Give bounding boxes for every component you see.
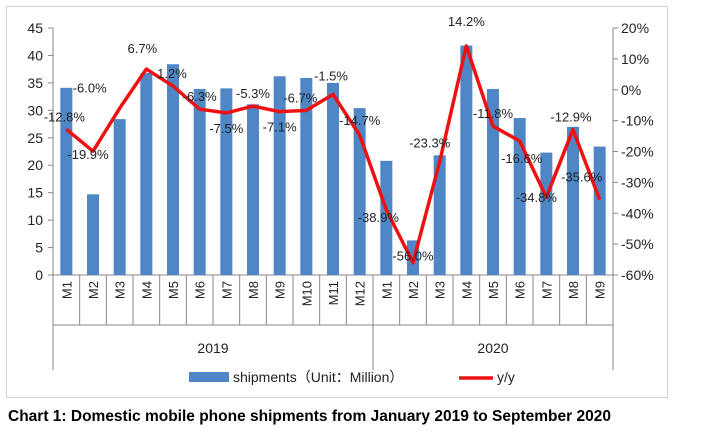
right-tick-label: -20% bbox=[621, 144, 654, 160]
category-label: M5 bbox=[166, 281, 181, 299]
category-label: M10 bbox=[299, 281, 314, 306]
bar bbox=[193, 88, 206, 275]
bar bbox=[140, 73, 153, 276]
yoy-data-label: -19.9% bbox=[67, 147, 109, 162]
bar bbox=[220, 88, 233, 275]
bar bbox=[540, 152, 553, 275]
category-label: M9 bbox=[593, 281, 608, 299]
category-label: M4 bbox=[139, 281, 154, 299]
yoy-data-label: -6.3% bbox=[183, 89, 217, 104]
bar bbox=[433, 155, 446, 275]
category-label: M6 bbox=[513, 281, 528, 299]
right-tick-label: -30% bbox=[621, 174, 654, 190]
left-tick-label: 20 bbox=[27, 157, 43, 173]
chart-frame: 0 5 10 15 20 25 30 35 40 45 -60% -50% -40% -30% -20% -1… bbox=[6, 6, 668, 398]
bar bbox=[327, 82, 339, 275]
chart-caption: Chart 1: Domestic mobile phone shipments… bbox=[8, 408, 611, 425]
category-label: M7 bbox=[539, 281, 554, 299]
category-label: M9 bbox=[273, 281, 288, 299]
yoy-data-label: -38.9% bbox=[358, 210, 400, 225]
legend-shipments: shipments（Unit：Million） bbox=[233, 369, 403, 385]
category-label: M2 bbox=[86, 281, 101, 299]
left-tick-label: 0 bbox=[35, 267, 43, 283]
right-tick-label: -60% bbox=[621, 267, 654, 283]
yoy-data-label: -7.5% bbox=[209, 121, 243, 136]
right-tick-label: -10% bbox=[621, 113, 654, 129]
yoy-data-label: -5.3% bbox=[236, 86, 270, 101]
bar bbox=[487, 88, 499, 275]
yoy-data-label: -56.0% bbox=[392, 249, 434, 264]
category-label: M3 bbox=[433, 281, 448, 299]
yoy-data-label: 1.2% bbox=[157, 66, 187, 81]
yoy-data-label: -1.5% bbox=[314, 68, 348, 83]
right-tick-label: -40% bbox=[621, 205, 654, 221]
category-label: M5 bbox=[486, 281, 501, 299]
group-label: 2020 bbox=[477, 340, 508, 356]
chart: 0 5 10 15 20 25 30 35 40 45 -60% -50% -40% -30% -20% -1… bbox=[27, 14, 654, 385]
category-label: M8 bbox=[246, 281, 261, 299]
category-label: M4 bbox=[459, 281, 474, 299]
right-tick-label: 0% bbox=[621, 82, 641, 98]
left-tick-label: 40 bbox=[27, 47, 43, 63]
category-label: M1 bbox=[379, 281, 394, 299]
category-label: M12 bbox=[353, 281, 368, 306]
bar bbox=[247, 104, 259, 275]
left-tick-label: 30 bbox=[27, 102, 43, 118]
yoy-data-label: -6.7% bbox=[283, 90, 317, 105]
left-tick-label: 10 bbox=[27, 212, 43, 228]
category-label: M3 bbox=[113, 281, 128, 299]
bar bbox=[300, 77, 313, 276]
bar bbox=[513, 118, 526, 275]
yoy-data-label: -6.0% bbox=[73, 80, 107, 95]
left-tick-label: 5 bbox=[35, 240, 43, 256]
yoy-data-label: -7.1% bbox=[263, 120, 297, 135]
bar bbox=[353, 108, 366, 275]
bar bbox=[167, 64, 179, 275]
yoy-data-label: -11.8% bbox=[473, 106, 514, 121]
yoy-data-label: -35.6% bbox=[561, 170, 603, 185]
bar bbox=[460, 45, 473, 275]
bar bbox=[60, 87, 73, 275]
category-label: M6 bbox=[193, 281, 208, 299]
bar bbox=[87, 194, 99, 275]
yoy-data-label: -16.6% bbox=[501, 151, 543, 166]
category-label: M7 bbox=[219, 281, 234, 299]
yoy-data-label: -14.7% bbox=[339, 113, 381, 128]
bar bbox=[567, 126, 579, 275]
bar bbox=[593, 146, 606, 275]
category-label: M8 bbox=[566, 281, 581, 299]
yoy-data-label: -12.9% bbox=[550, 110, 592, 125]
yoy-data-label: -34.8% bbox=[516, 190, 558, 205]
group-label: 2019 bbox=[197, 340, 228, 356]
right-tick-label: 20% bbox=[621, 20, 649, 36]
bar bbox=[273, 76, 286, 276]
yoy-data-label: 14.2% bbox=[448, 14, 485, 29]
category-label: M2 bbox=[406, 281, 421, 299]
yoy-data-label: -23.3% bbox=[409, 136, 451, 151]
yoy-data-label: 6.7% bbox=[128, 41, 158, 56]
left-tick-label: 15 bbox=[27, 185, 43, 201]
left-tick-label: 45 bbox=[27, 20, 43, 36]
category-label: M1 bbox=[59, 281, 74, 299]
right-tick-label: -50% bbox=[621, 236, 654, 252]
category-label: M11 bbox=[326, 281, 341, 305]
left-tick-label: 25 bbox=[27, 130, 43, 146]
bar bbox=[113, 119, 126, 275]
yoy-data-label: -12.8% bbox=[44, 109, 86, 124]
legend-yoy: y/y bbox=[497, 369, 515, 385]
bar bbox=[380, 160, 393, 275]
right-tick-label: 10% bbox=[621, 51, 649, 67]
left-tick-label: 35 bbox=[27, 75, 43, 91]
yoy-line bbox=[65, 44, 602, 265]
legend-bar-swatch bbox=[189, 372, 229, 382]
